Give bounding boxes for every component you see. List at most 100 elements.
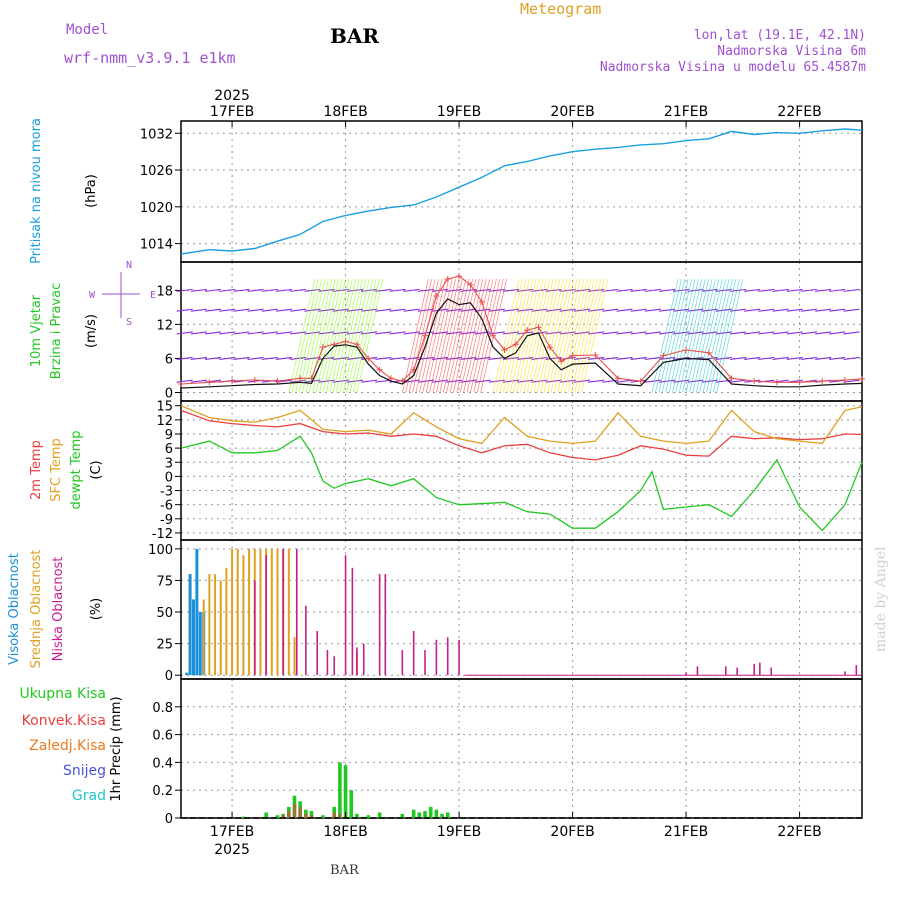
wind-arrow — [701, 379, 718, 383]
wind-arrow — [658, 356, 676, 360]
wind-arrow — [616, 288, 633, 292]
wind-gust-band — [291, 278, 319, 393]
y-tick-label: 50 — [156, 606, 173, 621]
precip-legend-item: Snijeg — [63, 763, 106, 779]
wind-gust-band — [692, 278, 720, 393]
wind-gust-band — [658, 278, 686, 393]
model-elevation: Nadmorska Visina u modelu 65.4587m — [600, 60, 866, 75]
wind-arrow — [233, 288, 250, 292]
series-label-temp-2: SFC Temp — [49, 438, 64, 502]
series-label-cloud-3: Niska Oblacnost — [51, 557, 66, 662]
y-tick-label: -12 — [152, 527, 173, 542]
wind-gust-band — [699, 278, 727, 393]
wind-arrow — [474, 379, 491, 383]
wind-arrow — [829, 331, 846, 335]
wind-arrow — [474, 288, 491, 292]
precip-bar — [400, 813, 405, 818]
wind-arrow — [829, 288, 846, 292]
wind-arrow — [389, 356, 406, 360]
wind-gust-band — [346, 278, 374, 393]
wind-arrow — [332, 308, 349, 312]
series-label-pressure: Pritisak na nivou mora — [29, 118, 44, 264]
wind-gust-marker — [773, 379, 780, 386]
wind-arrow — [460, 356, 477, 360]
pressure-line — [180, 128, 863, 255]
wind-arrow — [687, 308, 704, 312]
wind-arrow — [361, 288, 378, 292]
wind-arrow — [204, 308, 222, 312]
location: lon,lat (19.1E, 42.1N) — [694, 28, 866, 43]
precip-bar — [434, 809, 439, 818]
wind-gust-marker — [841, 377, 848, 384]
watermark: made by Angel — [873, 546, 889, 652]
y-tick-label: 6 — [165, 442, 173, 457]
cloud-bar — [685, 672, 687, 676]
cloud-bar — [242, 555, 245, 676]
wind-arrow — [375, 308, 392, 312]
cloud-bar — [753, 663, 755, 676]
wind-arrow — [588, 379, 605, 383]
wind-gust-band — [322, 278, 350, 393]
y-tick-label: 1026 — [140, 164, 173, 179]
cloud-bar — [231, 548, 234, 676]
wind-arrow — [275, 379, 293, 383]
wind-gust-band — [473, 278, 501, 393]
cloud-bar — [344, 555, 347, 676]
wind-gust-band — [581, 278, 608, 393]
precip-bar — [423, 811, 427, 818]
y-tick-label: 0.8 — [152, 701, 173, 716]
wind-arrow — [829, 356, 846, 360]
wind-gust-band — [675, 278, 703, 393]
cloud-bar — [435, 639, 438, 676]
wind-arrow — [531, 356, 548, 360]
wind-arrow — [602, 331, 619, 335]
cloud-bar — [326, 649, 329, 676]
wind-gust-band — [571, 278, 598, 393]
wind-gust-band — [312, 278, 340, 393]
y-tick-label: 0.2 — [152, 784, 173, 799]
wind-gust-marker — [319, 344, 326, 351]
wind-arrow — [517, 308, 534, 312]
wind-arrow — [588, 308, 605, 312]
wind-arrow — [219, 331, 236, 335]
wind-arrow — [219, 308, 236, 312]
wind-gust-band — [453, 278, 480, 393]
precip-bar — [321, 815, 325, 818]
temp-line-2 — [180, 405, 863, 445]
wind-arrow — [800, 331, 817, 335]
wind-arrow — [729, 356, 747, 360]
wind-arrow — [573, 288, 590, 292]
wind-gust-marker — [376, 366, 383, 373]
wind-gust-marker — [274, 378, 281, 385]
wind-arrow — [602, 356, 619, 360]
wind-gust-marker — [456, 273, 463, 280]
wind-gust-band — [496, 278, 523, 393]
y-tick-label: 18 — [156, 284, 173, 299]
wind-gust-band — [543, 278, 571, 393]
precip-bar — [417, 812, 422, 818]
wind-arrow — [431, 356, 449, 360]
cloud-bar — [446, 637, 449, 676]
precip-bar — [377, 812, 382, 818]
wind-gust-line — [180, 275, 863, 385]
compass-s: S — [126, 317, 132, 328]
y-tick-label: -3 — [160, 485, 173, 500]
wind-gust-band — [470, 278, 497, 393]
wind-gust-marker — [342, 338, 349, 345]
wind-gust-marker — [178, 380, 184, 387]
wind-gust-band — [554, 278, 581, 393]
wind-gust-band — [689, 278, 716, 393]
wind-arrow — [346, 356, 363, 360]
wind-arrow — [517, 356, 534, 360]
wind-arrow — [815, 331, 832, 335]
wind-gust-band — [336, 278, 363, 393]
wind-arrow — [758, 308, 775, 312]
wind-arrow — [729, 331, 747, 335]
y-tick-label: -6 — [160, 499, 173, 514]
cloud-bar — [214, 574, 217, 676]
wind-arrow — [786, 356, 803, 360]
cloud-bar — [188, 574, 192, 676]
precip-bar — [287, 811, 291, 818]
y-tick-label: 100 — [148, 543, 173, 558]
wind-gust-marker — [705, 349, 712, 356]
